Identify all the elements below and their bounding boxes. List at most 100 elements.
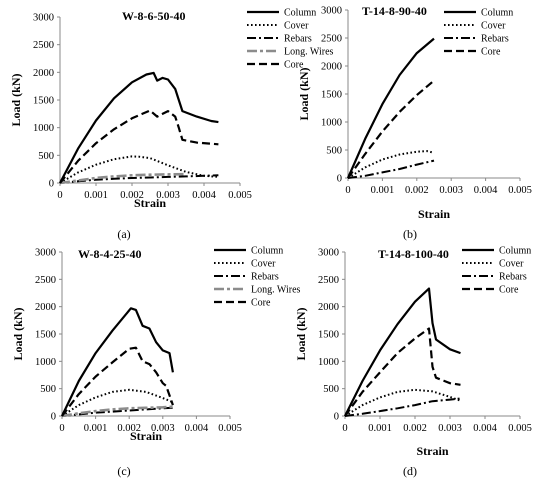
series-line-column — [61, 307, 174, 417]
x-tick-label: 0.004 — [473, 423, 497, 434]
legend: Column Cover Rebars Long. Wires Core — [247, 8, 334, 71]
x-tick-label: 0.004 — [474, 185, 498, 196]
x-tick-label: 0.005 — [508, 423, 532, 434]
y-axis-label: Load (kN) — [11, 307, 25, 360]
x-tick-label: 0.001 — [371, 185, 395, 196]
series-line-core — [347, 79, 435, 179]
panel-caption: (c) — [117, 464, 130, 478]
x-tick-label: 0.003 — [438, 423, 462, 434]
x-tick-label: 0.002 — [403, 423, 427, 434]
x-axis-label: Strain — [130, 429, 162, 443]
legend-label: Cover — [481, 21, 506, 32]
legend: Column Cover Rebars Long. Wires Core — [214, 246, 301, 309]
legend-label: Core — [481, 47, 501, 58]
y-tick-label: 2500 — [35, 275, 56, 286]
legend-label: Long. Wires — [284, 47, 334, 58]
legend-label: Column — [499, 246, 531, 257]
legend-label: Core — [251, 298, 271, 309]
x-tick-label: 0 — [57, 190, 62, 201]
y-tick-label: 3000 — [318, 248, 339, 259]
panel-caption: (a) — [117, 227, 130, 241]
y-tick-label: 1000 — [318, 357, 339, 368]
x-tick-label: 0.002 — [405, 185, 429, 196]
legend-label: Cover — [251, 259, 276, 270]
x-tick-label: 0.002 — [120, 190, 144, 201]
series-line-core — [344, 327, 461, 417]
x-tick-label: 0.004 — [185, 423, 209, 434]
legend-label: Column — [251, 246, 283, 257]
y-tick-label: 2000 — [33, 68, 54, 79]
legend-label: Rebars — [499, 272, 527, 283]
y-tick-label: 1000 — [33, 123, 54, 134]
y-tick-label: 500 — [326, 146, 342, 157]
series-line-rebars — [59, 174, 219, 184]
series-line-core — [59, 109, 219, 184]
series-line-cover — [59, 155, 219, 184]
y-tick-label: 3000 — [33, 13, 54, 24]
legend-label: Long. Wires — [251, 285, 301, 296]
legend-label: Cover — [499, 259, 524, 270]
chart-title: W-8-6-50-40 — [122, 9, 186, 23]
x-tick-label: 0.003 — [439, 185, 463, 196]
chart-panel-4: 0 500 1000 1500 2000 2500 3000 0 0.001 0.002 0.003… — [294, 246, 532, 479]
x-axis-label: Strain — [416, 444, 448, 458]
chart-panel-3: 0 500 1000 1500 2000 2500 3000 0 0.001 0.002 0.003… — [11, 246, 301, 479]
y-tick-label: 1500 — [33, 96, 54, 107]
chart-title: W-8-4-25-40 — [78, 247, 142, 261]
y-axis-label: Load (kN) — [9, 73, 23, 126]
x-axis-label: Strain — [134, 196, 166, 210]
x-tick-label: 0.002 — [117, 423, 141, 434]
y-tick-label: 500 — [38, 151, 54, 162]
y-tick-label: 3000 — [321, 6, 342, 17]
x-tick-label: 0 — [59, 423, 64, 434]
chart-title: T-14-8-100-40 — [378, 247, 449, 261]
chart-panel-1: 0 500 1000 1500 2000 2500 3000 0 0.001 0.002 0.003… — [9, 8, 334, 242]
panel-caption: (b) — [403, 227, 417, 241]
series-line-column — [344, 287, 461, 417]
x-axis-label: Strain — [418, 207, 450, 221]
series-line-column — [59, 71, 219, 184]
legend-label: Core — [284, 60, 304, 71]
y-tick-label: 2500 — [33, 40, 54, 51]
x-tick-label: 0 — [345, 185, 350, 196]
x-tick-label: 0.001 — [84, 190, 108, 201]
legend-label: Core — [499, 285, 519, 296]
x-tick-label: 0.004 — [192, 190, 216, 201]
x-tick-label: 0.001 — [84, 423, 108, 434]
y-axis-label: Load (kN) — [297, 67, 311, 120]
legend-label: Column — [284, 8, 316, 19]
series-line-column — [346, 37, 435, 179]
y-tick-label: 500 — [40, 384, 56, 395]
legend: Column Cover Rebars Core — [444, 8, 513, 58]
y-tick-label: 2500 — [321, 34, 342, 45]
y-axis-label: Load (kN) — [294, 307, 308, 360]
legend-label: Rebars — [251, 272, 279, 283]
legend-label: Column — [481, 8, 513, 19]
y-tick-label: 1500 — [35, 330, 56, 341]
y-tick-label: 2000 — [35, 302, 56, 313]
y-tick-label: 500 — [323, 384, 339, 395]
series-line-core — [61, 346, 174, 417]
y-tick-label: 1500 — [321, 90, 342, 101]
y-tick-label: 0 — [337, 174, 342, 185]
chart-title: T-14-8-90-40 — [362, 4, 427, 18]
legend-label: Cover — [284, 21, 309, 32]
series-line-rebars — [61, 406, 173, 417]
x-tick-label: 0.005 — [218, 423, 242, 434]
x-tick-label: 0.003 — [151, 423, 175, 434]
series-line-rebars — [344, 397, 461, 417]
series-line-cover — [61, 388, 174, 417]
y-tick-label: 0 — [334, 412, 339, 423]
x-tick-label: 0.003 — [156, 190, 180, 201]
panel-caption: (d) — [403, 464, 417, 478]
y-tick-label: 1500 — [318, 330, 339, 341]
y-tick-label: 2000 — [321, 62, 342, 73]
y-tick-label: 3000 — [35, 248, 56, 259]
series-line-long-wires — [59, 172, 187, 185]
legend: Column Cover Rebars Core — [462, 246, 531, 296]
x-tick-label: 0.005 — [508, 185, 532, 196]
chart-panel-2: 0 500 1000 1500 2000 2500 3000 0 0.001 0.002 0.003… — [297, 4, 532, 241]
series-line-rebars — [347, 159, 435, 179]
legend-label: Rebars — [284, 34, 312, 45]
